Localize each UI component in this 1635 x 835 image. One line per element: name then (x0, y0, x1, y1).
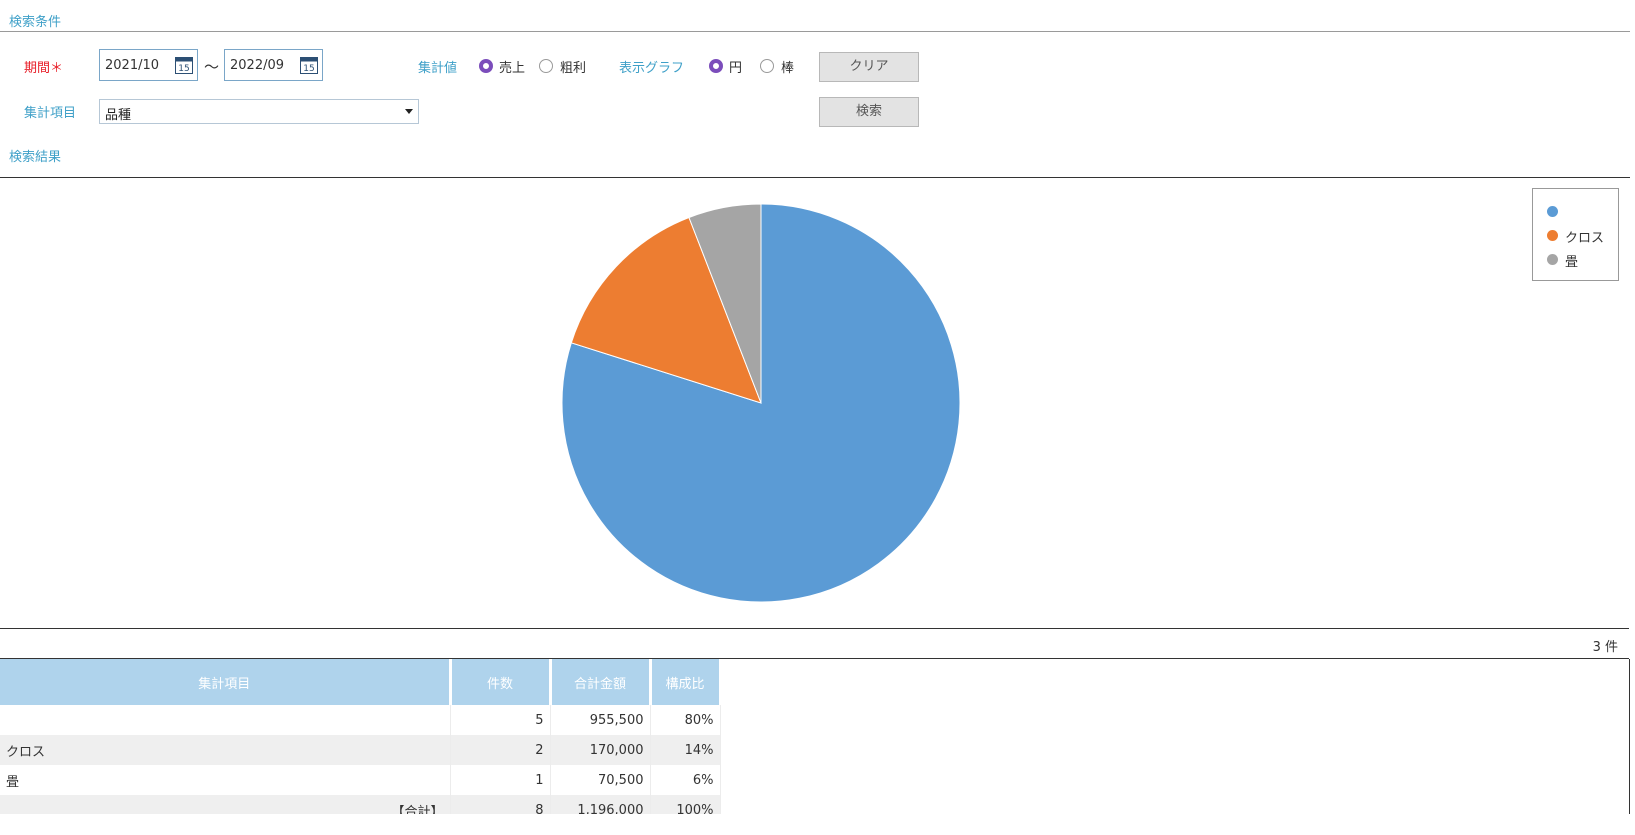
cell-total-count: 8 (450, 795, 551, 814)
pie-chart (561, 203, 961, 603)
pie-slice[interactable] (688, 203, 762, 404)
chevron-down-icon[interactable] (405, 109, 413, 114)
table-row[interactable]: クロス 2 170,000 14% (0, 735, 721, 765)
svg-text:15: 15 (178, 64, 189, 74)
period-label: 期間＊ (24, 61, 64, 76)
calendar-icon[interactable]: 15 (175, 57, 193, 74)
cell-total-ratio: 100% (650, 795, 721, 814)
result-count: 3 件 (1592, 640, 1618, 655)
results-table: 集計項目 件数 合計金額 構成比 5 955,500 80% クロス 2 170… (0, 659, 722, 814)
period-to-value: 2022/09 (230, 58, 285, 73)
results-title: 検索結果 (9, 150, 62, 165)
cell-item: クロス (0, 735, 451, 765)
legend-label: 畳 (1565, 255, 1579, 270)
search-conditions-title: 検索条件 (9, 15, 62, 30)
cell-amount: 955,500 (550, 705, 651, 735)
aggregate-value-label: 集計値 (418, 61, 458, 76)
header-count[interactable]: 件数 (450, 659, 552, 705)
table-row[interactable]: 畳 1 70,500 6% (0, 765, 721, 795)
radio-sales-label[interactable]: 売上 (499, 61, 526, 76)
cell-ratio: 6% (650, 765, 721, 795)
legend-label: クロス (1565, 231, 1605, 246)
cell-amount: 170,000 (550, 735, 651, 765)
display-graph-label: 表示グラフ (619, 61, 685, 76)
legend-dot (1547, 254, 1558, 265)
cell-total-amount: 1,196,000 (550, 795, 651, 814)
period-to-field[interactable]: 2022/09 15 (224, 49, 323, 81)
results-table-container[interactable]: 集計項目 件数 合計金額 構成比 5 955,500 80% クロス 2 170… (0, 659, 1630, 814)
results-divider (0, 177, 1630, 178)
legend-dot (1547, 206, 1558, 217)
radio-bar[interactable] (760, 59, 774, 73)
cell-ratio: 80% (650, 705, 721, 735)
table-top-border (0, 658, 1629, 659)
cell-item: 畳 (0, 765, 451, 795)
calendar-icon[interactable]: 15 (300, 57, 318, 74)
radio-bar-label[interactable]: 棒 (781, 61, 795, 76)
radio-pie[interactable] (709, 59, 723, 73)
period-separator: ～ (204, 58, 220, 76)
radio-gross-profit-label[interactable]: 粗利 (560, 61, 587, 76)
cell-count: 2 (450, 735, 551, 765)
radio-pie-label[interactable]: 円 (729, 61, 743, 76)
cell-amount: 70,500 (550, 765, 651, 795)
header-ratio[interactable]: 構成比 (650, 659, 722, 705)
table-header-row: 集計項目 件数 合計金額 構成比 (0, 659, 722, 705)
aggregate-item-select[interactable]: 品種 (99, 99, 419, 124)
period-from-value: 2021/10 (105, 58, 160, 73)
legend-dot (1547, 230, 1558, 241)
cell-item (0, 705, 451, 735)
aggregate-item-value: 品種 (105, 108, 132, 123)
header-aggregate-item[interactable]: 集計項目 (0, 659, 452, 705)
pie-slice[interactable] (570, 216, 762, 404)
cell-count: 5 (450, 705, 551, 735)
radio-gross-profit[interactable] (539, 59, 553, 73)
table-row[interactable]: 5 955,500 80% (0, 705, 721, 735)
cell-count: 1 (450, 765, 551, 795)
table-total-row: 【合計】 8 1,196,000 100% (0, 795, 721, 814)
clear-button[interactable]: クリア (819, 52, 919, 82)
aggregate-item-label: 集計項目 (24, 106, 77, 121)
radio-sales[interactable] (479, 59, 493, 73)
search-button[interactable]: 検索 (819, 97, 919, 127)
chart-legend: クロス 畳 (1532, 188, 1619, 281)
cell-ratio: 14% (650, 735, 721, 765)
cell-total-label: 【合計】 (0, 795, 451, 814)
svg-text:15: 15 (303, 64, 314, 74)
search-conditions-divider (0, 31, 1630, 32)
header-amount[interactable]: 合計金額 (550, 659, 652, 705)
results-count-top-border (0, 628, 1629, 629)
period-from-field[interactable]: 2021/10 15 (99, 49, 198, 81)
pie-slice[interactable] (561, 203, 961, 603)
